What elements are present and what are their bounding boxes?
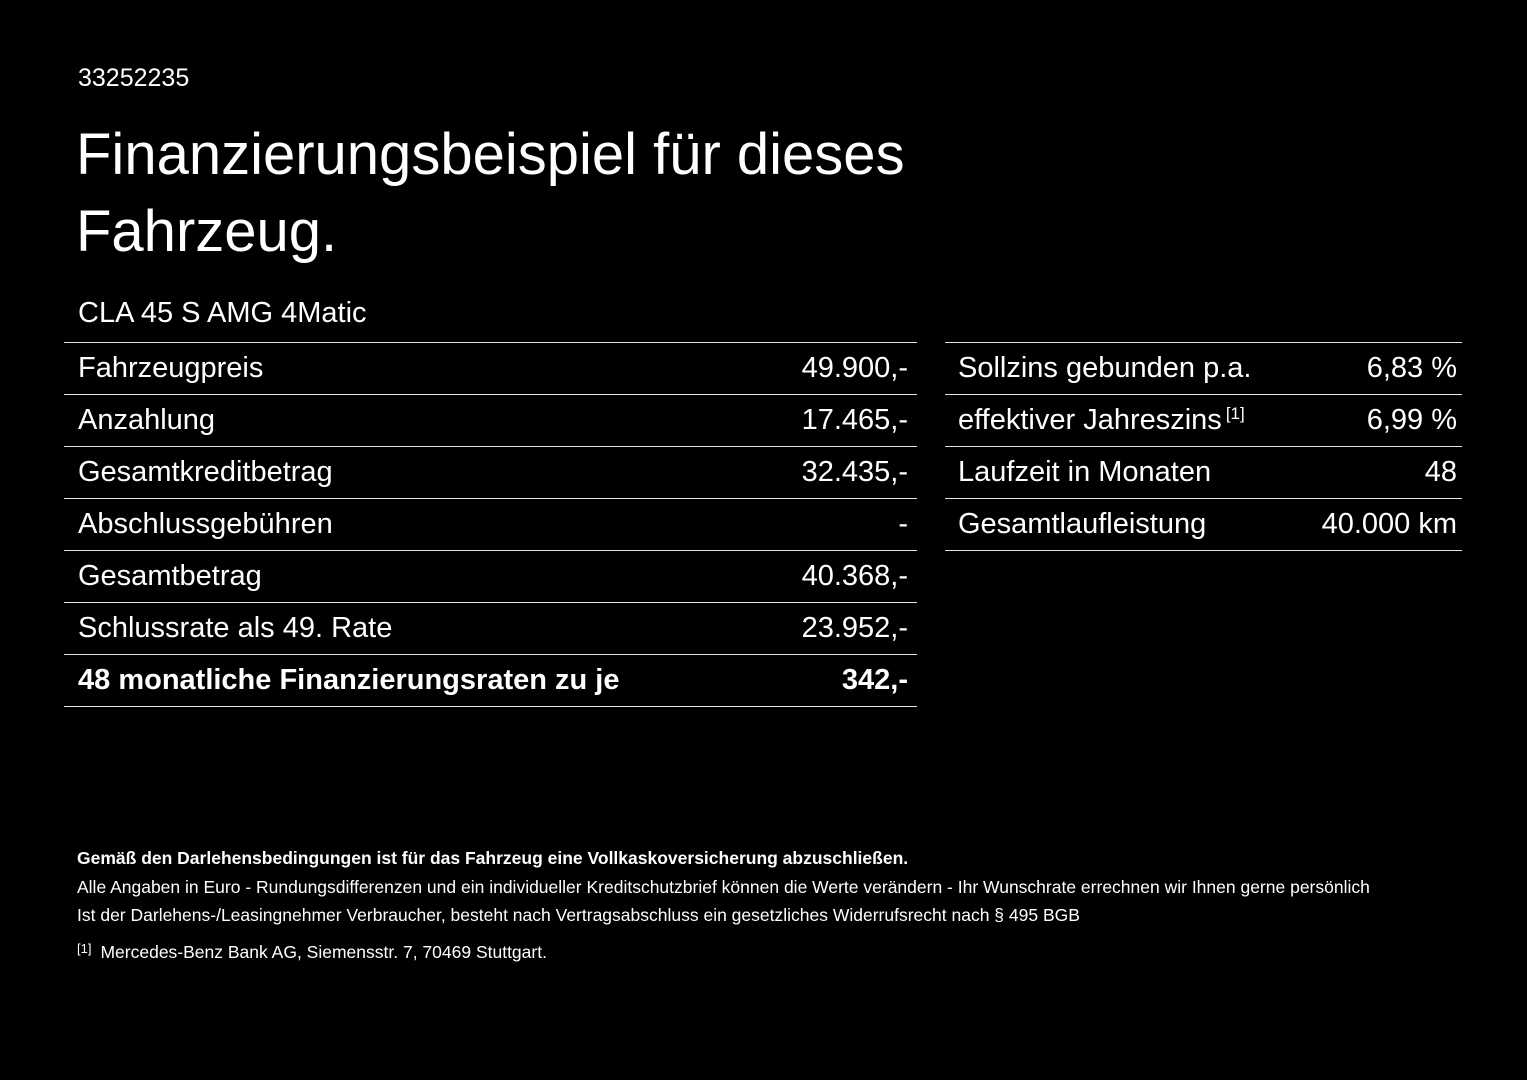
footnote-reference-marker: [1] bbox=[77, 941, 92, 956]
table-row-gesamtlaufleistung: Gesamtlaufleistung 40.000 km bbox=[945, 498, 1462, 550]
footnote-marker: [1] bbox=[1225, 404, 1245, 423]
table-row-laufzeit: Laufzeit in Monaten 48 bbox=[945, 446, 1462, 498]
financing-table: Fahrzeugpreis 49.900,- Anzahlung 17.465,… bbox=[64, 342, 917, 707]
row-value: 17.465,- bbox=[801, 404, 908, 436]
table-row-fahrzeugpreis: Fahrzeugpreis 49.900,- bbox=[64, 342, 917, 394]
row-label: Fahrzeugpreis bbox=[78, 352, 264, 384]
row-value: 23.952,- bbox=[801, 612, 908, 644]
conditions-table: Sollzins gebunden p.a. 6,83 % effektiver… bbox=[945, 342, 1462, 551]
table-row-anzahlung: Anzahlung 17.465,- bbox=[64, 394, 917, 446]
table-row-gesamtbetrag: Gesamtbetrag 40.368,- bbox=[64, 550, 917, 602]
row-label: Gesamtbetrag bbox=[78, 560, 262, 592]
row-value: 48 bbox=[1424, 456, 1457, 488]
footnote-insurance: Gemäß den Darlehensbedingungen ist für d… bbox=[77, 848, 909, 868]
table-row-sollzins: Sollzins gebunden p.a. 6,83 % bbox=[945, 342, 1462, 394]
row-label: Schlussrate als 49. Rate bbox=[78, 612, 393, 644]
row-label-wrap: effektiver Jahreszins [1] bbox=[958, 404, 1245, 437]
row-value: 6,99 % bbox=[1366, 404, 1457, 436]
footnote-rounding: Alle Angaben in Euro - Rundungsdifferenz… bbox=[77, 877, 1370, 897]
document-id: 33252235 bbox=[78, 64, 190, 92]
table-row-monatliche-raten: 48 monatliche Finanzierungsraten zu je 3… bbox=[64, 654, 917, 706]
row-label: effektiver Jahreszins bbox=[958, 404, 1222, 436]
row-value: 49.900,- bbox=[801, 352, 908, 384]
table-row-gesamtkreditbetrag: Gesamtkreditbetrag 32.435,- bbox=[64, 446, 917, 498]
row-value: 342,- bbox=[841, 664, 908, 696]
row-label: 48 monatliche Finanzierungsraten zu je bbox=[78, 664, 620, 696]
row-value: 40.368,- bbox=[801, 560, 908, 592]
row-label: Gesamtkreditbetrag bbox=[78, 456, 333, 488]
row-label: Laufzeit in Monaten bbox=[958, 456, 1212, 488]
vehicle-name: CLA 45 S AMG 4Matic bbox=[78, 297, 367, 329]
table-row-effektiver-jahreszins: effektiver Jahreszins [1] 6,99 % bbox=[945, 394, 1462, 446]
row-label: Sollzins gebunden p.a. bbox=[958, 352, 1252, 384]
table-row-abschlussgebuehren: Abschlussgebühren - bbox=[64, 498, 917, 550]
table-row-schlussrate: Schlussrate als 49. Rate 23.952,- bbox=[64, 602, 917, 654]
footnote-widerrufsrecht: Ist der Darlehens-/Leasingnehmer Verbrau… bbox=[77, 905, 1080, 925]
page-title-line1: Finanzierungsbeispiel für dieses bbox=[76, 122, 905, 187]
row-value: 6,83 % bbox=[1366, 352, 1457, 384]
page-title: Finanzierungsbeispiel für dieses Fahrzeu… bbox=[76, 116, 905, 270]
row-value: 40.000 km bbox=[1321, 508, 1457, 540]
footnote-reference-text: Mercedes-Benz Bank AG, Siemensstr. 7, 70… bbox=[100, 942, 547, 962]
page-title-line2: Fahrzeug. bbox=[76, 199, 338, 264]
row-label: Anzahlung bbox=[78, 404, 216, 436]
row-label: Abschlussgebühren bbox=[78, 508, 333, 540]
footnote-bank-reference: [1] Mercedes-Benz Bank AG, Siemensstr. 7,… bbox=[77, 941, 547, 963]
row-value: - bbox=[898, 508, 908, 540]
row-label: Gesamtlaufleistung bbox=[958, 508, 1207, 540]
row-value: 32.435,- bbox=[801, 456, 908, 488]
